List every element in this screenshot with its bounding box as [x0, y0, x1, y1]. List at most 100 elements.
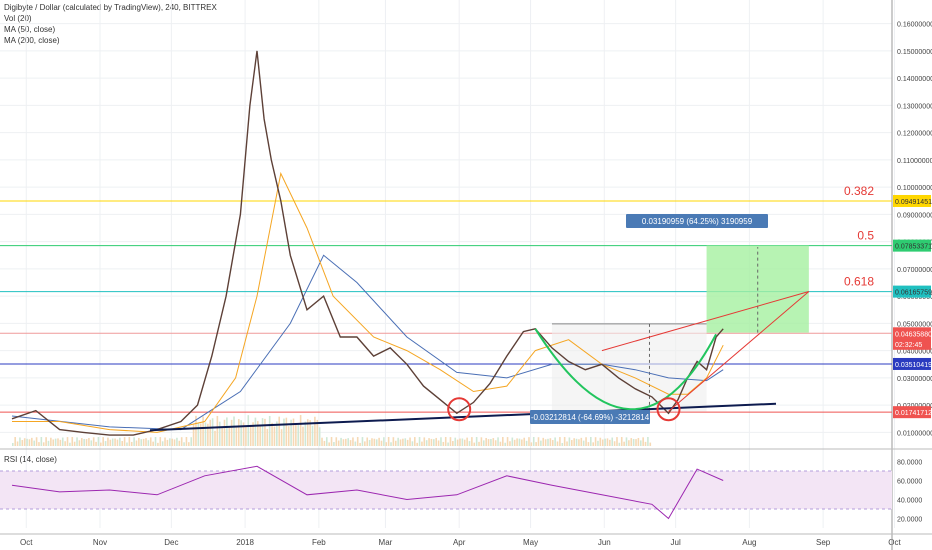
volume-bar — [123, 437, 126, 446]
volume-bar — [104, 441, 107, 446]
x-tick-label: Nov — [93, 538, 107, 547]
volume-bar — [176, 437, 178, 446]
price-axis-label: 0.04635880 — [895, 331, 932, 338]
volume-bar — [64, 441, 66, 446]
volume-bar — [475, 437, 478, 446]
indicator-ma50[interactable]: MA (50, close) — [4, 25, 56, 34]
volume-bar — [611, 437, 614, 446]
volume-bar — [209, 419, 212, 446]
volume-bar — [561, 442, 564, 446]
volume-bar — [221, 426, 223, 446]
volume-bar — [290, 419, 292, 446]
volume-bar — [371, 438, 373, 446]
volume-bar — [26, 438, 28, 446]
volume-bar — [544, 439, 547, 446]
volume-bar — [335, 437, 338, 446]
volume-bar — [625, 437, 628, 446]
volume-bar — [233, 416, 235, 446]
x-tick-label: Feb — [312, 538, 326, 547]
volume-bar — [461, 438, 464, 446]
volume-bar — [616, 437, 618, 446]
volume-bar — [418, 437, 421, 446]
volume-bar — [216, 415, 219, 446]
volume-bar — [157, 442, 159, 446]
y-tick-label: 0.01000000 — [897, 430, 932, 437]
x-tick-label: Jun — [598, 538, 611, 547]
x-tick-label: Mar — [379, 538, 393, 547]
volume-bar — [359, 442, 361, 446]
volume-bar — [102, 437, 104, 446]
volume-bar — [575, 438, 578, 446]
rsi-legend[interactable]: RSI (14, close) — [4, 455, 57, 464]
volume-bar — [247, 415, 250, 446]
volume-bar — [38, 442, 40, 446]
volume-bar — [57, 438, 59, 446]
y-tick-label: 0.05000000 — [897, 321, 932, 328]
volume-bar — [521, 439, 523, 446]
x-tick-label: Apr — [453, 538, 466, 547]
volume-bar — [528, 437, 530, 446]
volume-bar — [518, 438, 521, 446]
volume-bar — [152, 441, 154, 446]
x-tick-label: Sep — [816, 538, 831, 547]
volume-bar — [204, 422, 207, 446]
volume-bar — [459, 438, 461, 446]
volume-bar — [199, 423, 202, 446]
volume-bar — [609, 439, 611, 446]
volume-bar — [88, 437, 90, 446]
volume-bar — [497, 437, 499, 446]
volume-bar — [490, 438, 492, 446]
volume-bar — [138, 437, 140, 446]
volume-bar — [261, 418, 264, 446]
price-axis-label: 02:32:45 — [895, 342, 922, 349]
volume-bar — [47, 440, 50, 446]
volume-bar — [192, 423, 195, 446]
volume-bar — [637, 437, 640, 446]
price-axis-label-bg — [893, 327, 931, 340]
volume-bar — [223, 419, 226, 446]
rsi-line — [11, 465, 724, 520]
price-axis-label-bg — [893, 194, 931, 207]
volume-bar — [425, 440, 428, 446]
volume-bar — [273, 426, 276, 446]
volume-bar — [52, 439, 55, 446]
volume-bar — [540, 440, 542, 446]
volume-bar — [173, 439, 176, 446]
indicator-ma200[interactable]: MA (200, close) — [4, 36, 60, 45]
volume-bar — [449, 437, 452, 446]
indicator-vol[interactable]: Vol (20) — [4, 14, 32, 23]
volume-bar — [78, 440, 81, 446]
volume-bar — [180, 437, 183, 446]
volume-bar — [404, 438, 407, 446]
volume-bar — [226, 417, 228, 446]
volume-bar — [21, 440, 24, 446]
volume-bar — [164, 437, 166, 446]
volume-bar — [268, 415, 271, 446]
volume-bar — [406, 439, 409, 446]
volume-bar — [590, 437, 592, 446]
y-tick-label: 0.10000000 — [897, 185, 932, 192]
volume-bar — [530, 442, 533, 446]
volume-bar — [623, 441, 625, 446]
volume-bar — [35, 437, 38, 446]
volume-bar — [54, 438, 57, 446]
volume-bar — [154, 437, 157, 446]
volume-bar — [14, 437, 16, 446]
volume-bar — [328, 442, 330, 446]
volume-bar — [547, 438, 549, 446]
volume-bar — [228, 427, 231, 446]
trend-line-upper — [601, 291, 809, 352]
volume-bar — [573, 438, 575, 446]
price-axis-label: 0.03510419 — [895, 362, 932, 369]
volume-bar — [90, 440, 93, 446]
drop-annotation-box — [530, 410, 650, 424]
volume-bar — [276, 421, 278, 446]
volume-bar — [69, 442, 71, 446]
volume-bar — [428, 438, 430, 446]
volume-bar — [535, 442, 537, 446]
volume-bar — [59, 439, 62, 446]
low-circle-1 — [447, 397, 472, 422]
volume-bar — [80, 438, 83, 446]
volume-bar — [142, 438, 145, 446]
